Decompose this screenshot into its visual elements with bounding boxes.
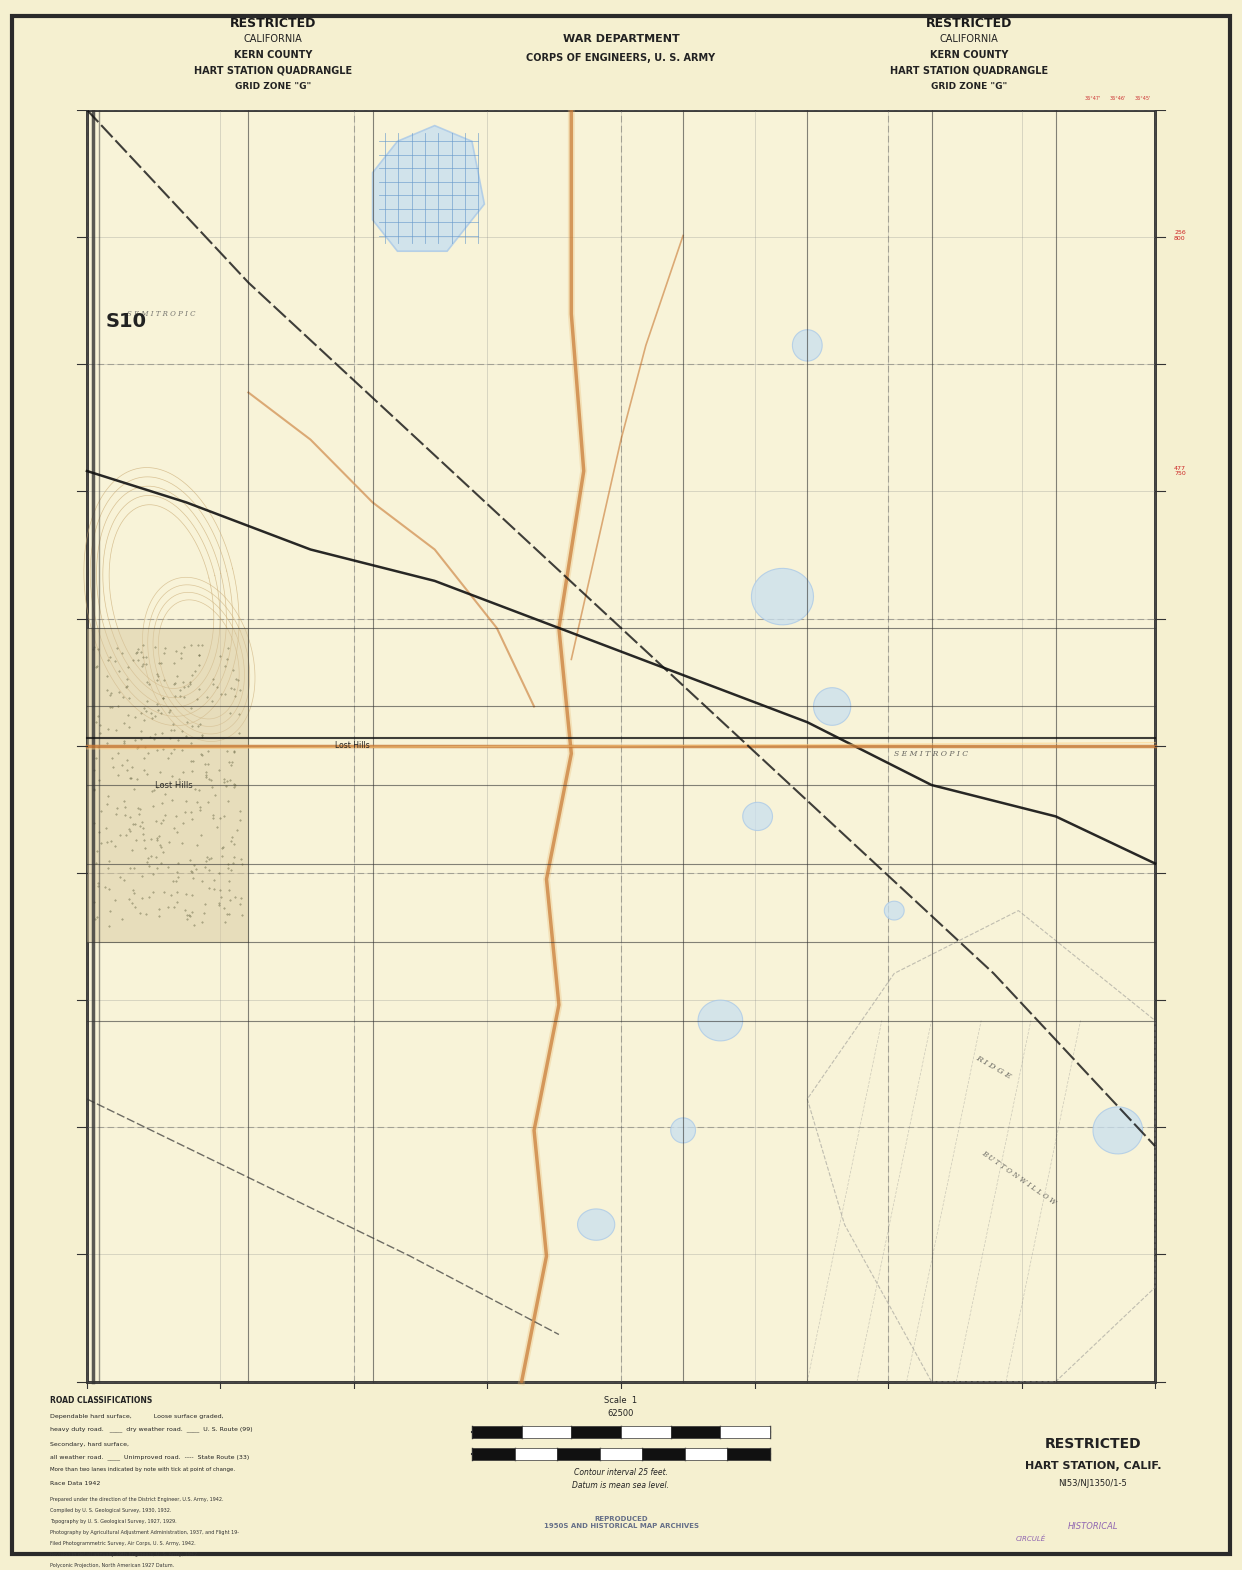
Text: Revision in detail annually 29th Engineers, U. S. Army, 1942.: Revision in detail annually 29th Enginee… xyxy=(50,1551,199,1557)
Text: GRID ZONE "G": GRID ZONE "G" xyxy=(930,82,1007,91)
Text: RESTRICTED: RESTRICTED xyxy=(1045,1438,1141,1451)
Text: More than two lanes indicated by note with tick at point of change.: More than two lanes indicated by note wi… xyxy=(50,1466,235,1473)
Text: Lost Hills: Lost Hills xyxy=(155,780,193,790)
Text: HART STATION QUADRANGLE: HART STATION QUADRANGLE xyxy=(889,66,1048,75)
Polygon shape xyxy=(743,802,773,831)
Bar xyxy=(728,1448,770,1460)
Text: heavy duty road.   ____  dry weather road.  ____  U. S. Route (99): heavy duty road. ____ dry weather road. … xyxy=(50,1426,252,1432)
Bar xyxy=(87,110,1155,1382)
Text: Prepared under the direction of the District Engineer, U.S. Army, 1942.: Prepared under the direction of the Dist… xyxy=(50,1496,224,1502)
Bar xyxy=(472,1448,514,1460)
Text: ROAD CLASSIFICATIONS: ROAD CLASSIFICATIONS xyxy=(50,1396,152,1405)
Text: 36°45': 36°45' xyxy=(1134,96,1151,102)
Text: R I D G E: R I D G E xyxy=(975,1053,1012,1082)
Text: Photography by Agricultural Adjustment Administration, 1937, and Flight 19-: Photography by Agricultural Adjustment A… xyxy=(50,1529,238,1535)
Polygon shape xyxy=(698,1000,743,1041)
Polygon shape xyxy=(751,568,814,625)
Polygon shape xyxy=(814,688,851,725)
Text: HART STATION QUADRANGLE: HART STATION QUADRANGLE xyxy=(194,66,353,75)
Bar xyxy=(472,1426,522,1438)
Text: KERN COUNTY: KERN COUNTY xyxy=(233,50,313,60)
Text: 36°46': 36°46' xyxy=(1109,96,1126,102)
Polygon shape xyxy=(792,330,822,361)
Text: Secondary, hard surface,: Secondary, hard surface, xyxy=(50,1441,129,1448)
Text: all weather road.  ____  Unimproved road.  ----  State Route (33): all weather road. ____ Unimproved road. … xyxy=(50,1454,248,1460)
Polygon shape xyxy=(373,126,484,251)
Text: 36°47': 36°47' xyxy=(1084,96,1102,102)
Bar xyxy=(600,1448,642,1460)
Text: B U T T O N W I L L O W: B U T T O N W I L L O W xyxy=(980,1149,1057,1206)
Text: S E M I T R O P I C: S E M I T R O P I C xyxy=(127,309,196,319)
Text: HART STATION, CALIF.: HART STATION, CALIF. xyxy=(1025,1462,1161,1471)
Bar xyxy=(684,1448,728,1460)
Text: WAR DEPARTMENT: WAR DEPARTMENT xyxy=(563,35,679,44)
Bar xyxy=(12,1389,1230,1554)
Bar xyxy=(12,8,1230,110)
Bar xyxy=(671,1426,720,1438)
Bar xyxy=(522,1426,571,1438)
Text: 62500: 62500 xyxy=(607,1408,635,1418)
Text: Compiled by U. S. Geological Survey, 1930, 1932.: Compiled by U. S. Geological Survey, 193… xyxy=(50,1507,171,1513)
Bar xyxy=(621,1426,671,1438)
Text: KERN COUNTY: KERN COUNTY xyxy=(929,50,1009,60)
Bar xyxy=(720,1426,770,1438)
Text: CALIFORNIA: CALIFORNIA xyxy=(243,35,303,44)
Bar xyxy=(514,1448,558,1460)
Polygon shape xyxy=(671,1118,696,1143)
Text: Filed Photogrammetric Survey, Air Corps, U. S. Army, 1942.: Filed Photogrammetric Survey, Air Corps,… xyxy=(50,1540,195,1546)
Text: NI53/NJ1350/1-5: NI53/NJ1350/1-5 xyxy=(1058,1479,1128,1488)
Bar xyxy=(558,1448,600,1460)
Text: HISTORICAL: HISTORICAL xyxy=(1068,1521,1118,1531)
Text: Contour interval 25 feet.: Contour interval 25 feet. xyxy=(574,1468,668,1477)
Text: Race Data 1942: Race Data 1942 xyxy=(50,1481,101,1487)
Polygon shape xyxy=(884,901,904,920)
Text: Polyconic Projection, North American 1927 Datum.: Polyconic Projection, North American 192… xyxy=(50,1562,174,1568)
Text: Lost Hills: Lost Hills xyxy=(335,741,370,750)
Text: RESTRICTED: RESTRICTED xyxy=(925,17,1012,30)
Text: Dependable hard surface,           Loose surface graded,: Dependable hard surface, Loose surface g… xyxy=(50,1413,224,1419)
Text: S10: S10 xyxy=(106,312,147,331)
Text: S E M I T R O P I C: S E M I T R O P I C xyxy=(894,749,969,758)
Bar xyxy=(571,1426,621,1438)
Polygon shape xyxy=(578,1209,615,1240)
Text: CALIFORNIA: CALIFORNIA xyxy=(939,35,999,44)
Text: RESTRICTED: RESTRICTED xyxy=(230,17,317,30)
Text: CIRCULÉ: CIRCULÉ xyxy=(1016,1535,1046,1542)
Text: 256
800: 256 800 xyxy=(1174,231,1186,240)
Text: CORPS OF ENGINEERS, U. S. ARMY: CORPS OF ENGINEERS, U. S. ARMY xyxy=(527,53,715,63)
Text: Scale  1: Scale 1 xyxy=(605,1396,637,1405)
Text: REPRODUCED
1950S AND HISTORICAL MAP ARCHIVES: REPRODUCED 1950S AND HISTORICAL MAP ARCH… xyxy=(544,1517,698,1529)
Polygon shape xyxy=(1093,1107,1143,1154)
Polygon shape xyxy=(87,628,248,942)
Text: 477
750: 477 750 xyxy=(1174,466,1186,476)
Bar xyxy=(642,1448,684,1460)
Text: GRID ZONE "G": GRID ZONE "G" xyxy=(235,82,312,91)
Text: Topography by U. S. Geological Survey, 1927, 1929.: Topography by U. S. Geological Survey, 1… xyxy=(50,1518,176,1524)
Text: Datum is mean sea level.: Datum is mean sea level. xyxy=(573,1481,669,1490)
